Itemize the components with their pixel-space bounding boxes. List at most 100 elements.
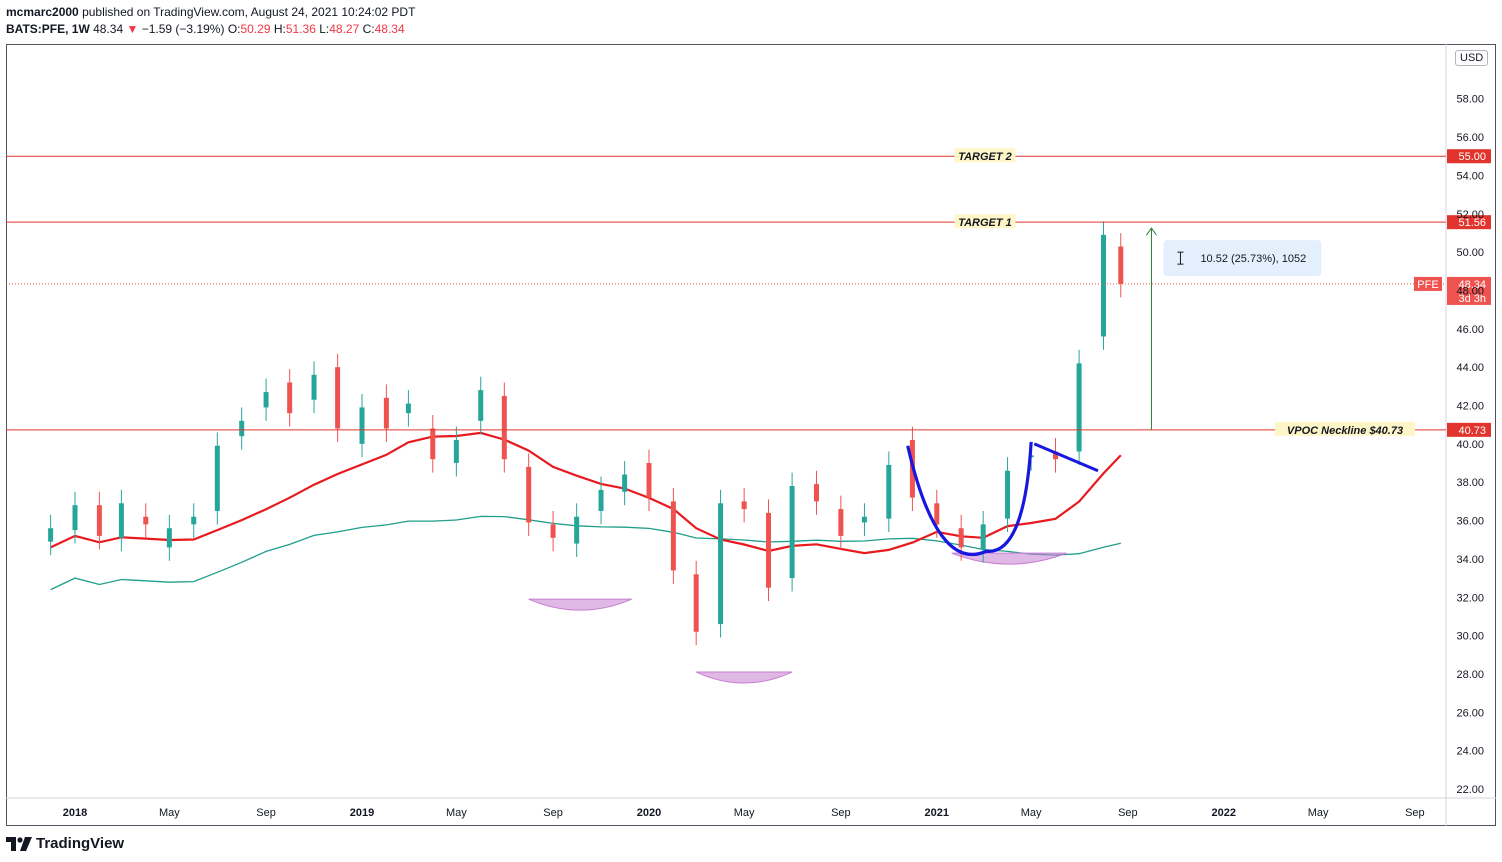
price-tag: 55.00 xyxy=(1458,151,1486,163)
candle-body[interactable] xyxy=(1076,363,1082,452)
candle-body[interactable] xyxy=(958,528,964,548)
y-tick-label: 46.00 xyxy=(1456,324,1484,336)
x-tick-label: Sep xyxy=(831,807,851,819)
currency-button[interactable]: USD xyxy=(1455,50,1489,66)
price-tag-background xyxy=(1447,215,1491,230)
level-label: TARGET 1 xyxy=(958,217,1012,229)
candle-body[interactable] xyxy=(335,367,341,429)
bar-countdown: 3d 3h xyxy=(1458,293,1486,305)
candle-body[interactable] xyxy=(263,392,269,408)
y-tick-label: 32.00 xyxy=(1456,592,1484,604)
x-tick-label: 2020 xyxy=(637,807,661,819)
x-tick-label: 2021 xyxy=(925,807,949,819)
y-tick-label: 48.00 xyxy=(1456,285,1484,297)
candle-body[interactable] xyxy=(934,503,940,525)
candle-body[interactable] xyxy=(118,503,124,538)
candle-body[interactable] xyxy=(980,524,986,550)
candle-body[interactable] xyxy=(718,503,724,625)
candle-body[interactable] xyxy=(861,516,867,523)
symbol-tag: PFE xyxy=(1417,279,1438,291)
x-tick-label: May xyxy=(1308,807,1329,819)
candle-body[interactable] xyxy=(287,382,293,414)
candle-body[interactable] xyxy=(646,463,652,498)
x-tick-label: 2019 xyxy=(350,807,374,819)
y-tick-label: 22.00 xyxy=(1456,784,1484,796)
candle-body[interactable] xyxy=(359,407,365,444)
candle-body[interactable] xyxy=(478,390,484,421)
candle-body[interactable] xyxy=(1100,234,1106,337)
y-tick-label: 42.00 xyxy=(1456,401,1484,413)
cup-bowl-shape xyxy=(951,552,1067,565)
candle-body[interactable] xyxy=(383,397,389,429)
candle-body[interactable] xyxy=(96,505,102,536)
candle-body[interactable] xyxy=(239,420,245,437)
x-tick-label: May xyxy=(159,807,180,819)
x-tick-label: May xyxy=(446,807,467,819)
candle-body[interactable] xyxy=(622,474,628,492)
price-tag-background xyxy=(1447,422,1491,437)
candle-body[interactable] xyxy=(166,528,172,548)
cup-bowl-shape xyxy=(528,598,632,611)
price-change: −1.59 (−3.19%) xyxy=(141,22,225,36)
last-price: 48.34 xyxy=(93,22,124,36)
measure-range-icon xyxy=(1177,251,1184,265)
candle-body[interactable] xyxy=(143,516,149,525)
last-price-tag: 48.34 xyxy=(1458,279,1486,291)
publish-info: mcmarc2000 published on TradingView.com,… xyxy=(6,5,415,19)
candle-body[interactable] xyxy=(430,428,436,460)
measure-readout: 10.52 (25.73%), 1052 xyxy=(1200,253,1306,265)
candle-body[interactable] xyxy=(598,489,604,511)
x-tick-label: Sep xyxy=(256,807,276,819)
candle-body[interactable] xyxy=(766,512,772,588)
x-tick-label: 2022 xyxy=(1212,807,1236,819)
y-tick-label: 30.00 xyxy=(1456,631,1484,643)
candle-body[interactable] xyxy=(886,464,892,519)
y-tick-label: 24.00 xyxy=(1456,746,1484,758)
published-text: published on TradingView.com, August 24,… xyxy=(82,5,416,19)
level-label-background xyxy=(954,148,1016,163)
candle-body[interactable] xyxy=(453,440,459,464)
candle-body[interactable] xyxy=(526,466,532,523)
candle-body[interactable] xyxy=(72,505,78,531)
candle-body[interactable] xyxy=(214,445,220,511)
y-tick-label: 34.00 xyxy=(1456,554,1484,566)
price-tag: 40.73 xyxy=(1458,425,1486,437)
candle-body[interactable] xyxy=(693,574,699,632)
y-tick-label: 50.00 xyxy=(1456,247,1484,259)
y-tick-label: 54.00 xyxy=(1456,170,1484,182)
candle-body[interactable] xyxy=(789,486,795,579)
x-tick-label: Sep xyxy=(1118,807,1138,819)
author-name[interactable]: mcmarc2000 xyxy=(6,5,79,19)
chart-pane[interactable] xyxy=(6,44,1496,826)
y-tick-label: 40.00 xyxy=(1456,439,1484,451)
candle-body[interactable] xyxy=(48,528,54,542)
candle-body[interactable] xyxy=(741,501,747,510)
tradingview-logo-icon xyxy=(6,836,32,851)
symbol-name[interactable]: BATS:PFE, 1W xyxy=(6,22,90,36)
candle-body[interactable] xyxy=(501,395,507,460)
x-tick-label: 2018 xyxy=(63,807,87,819)
candle-body[interactable] xyxy=(191,516,197,525)
level-label-background xyxy=(954,214,1016,229)
candle-body[interactable] xyxy=(311,374,317,400)
candle-body[interactable] xyxy=(1053,451,1059,460)
tradingview-footer[interactable]: TradingView xyxy=(6,835,124,852)
candle-body[interactable] xyxy=(670,501,676,571)
cup-pattern-line xyxy=(906,441,1033,557)
x-tick-label: Sep xyxy=(543,807,563,819)
candle-body[interactable] xyxy=(813,484,819,502)
level-label: TARGET 2 xyxy=(958,151,1012,163)
candle-body[interactable] xyxy=(574,516,580,544)
candle-body[interactable] xyxy=(1118,246,1124,284)
open-label: O: xyxy=(227,22,241,36)
change-arrow-icon: ▼ xyxy=(126,22,139,36)
candle-body[interactable] xyxy=(550,524,556,538)
candle-body[interactable] xyxy=(1005,470,1011,519)
y-tick-label: 58.00 xyxy=(1456,94,1484,106)
candle-body[interactable] xyxy=(405,403,411,414)
candle-body[interactable] xyxy=(838,509,844,536)
price-tag-background xyxy=(1447,149,1491,164)
handle-pattern-line xyxy=(1033,442,1099,473)
price-tag: 51.56 xyxy=(1458,217,1486,229)
